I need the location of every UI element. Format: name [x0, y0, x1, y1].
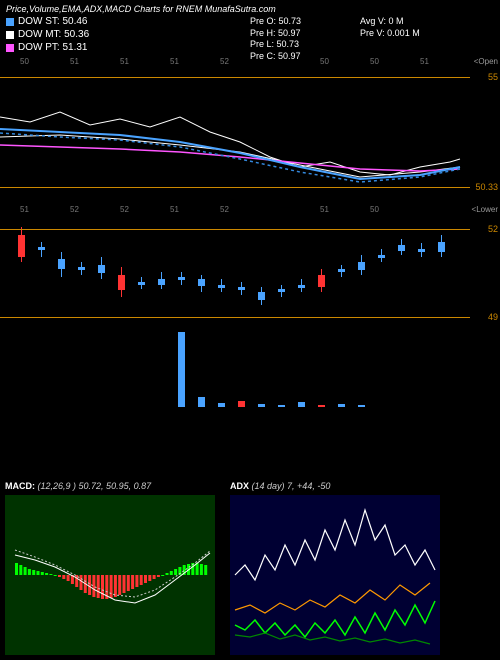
x-tick-label: 52 [70, 205, 79, 214]
x-tick-label: 50 [370, 57, 379, 66]
x-tick-label: 50 [370, 205, 379, 214]
x-tick-label: 51 [420, 57, 429, 66]
x-tick-label: 51 [70, 57, 79, 66]
stat-line: Pre H: 50.97 [250, 28, 301, 40]
stat-line: Pre L: 50.73 [250, 39, 301, 51]
x-tick-label: 50 [320, 57, 329, 66]
ref-line [0, 77, 470, 78]
x-tick-label: 51 [320, 205, 329, 214]
adx-title: ADX [230, 481, 249, 491]
x-tick-label: 52 [120, 205, 129, 214]
macd-label: MACD: (12,26,9 ) 50.72, 50.95, 0.87 [5, 481, 151, 491]
prev-stats-col1: Pre O: 50.73Pre H: 50.97Pre L: 50.73Pre … [250, 16, 301, 63]
ref-line-label: 55 [488, 72, 498, 82]
stat-line: Pre V: 0.001 M [360, 28, 420, 40]
adx-chart: ADX (14 day) 7, +44, -50 [230, 495, 440, 655]
ref-line [0, 229, 470, 230]
x-tick-label: 51 [20, 205, 29, 214]
stat-line: Pre O: 50.73 [250, 16, 301, 28]
legend-label: DOW MT: 50.36 [18, 29, 89, 40]
stat-line: Avg V: 0 M [360, 16, 420, 28]
prev-stats-col2: Avg V: 0 MPre V: 0.001 M [360, 16, 420, 39]
legend-label: DOW ST: 50.46 [18, 16, 87, 27]
ref-line-label: 52 [488, 224, 498, 234]
volume-chart [0, 327, 500, 407]
legend-label: DOW PT: 51.31 [18, 42, 87, 53]
x-tick-label: 51 [120, 57, 129, 66]
candle-chart: 51 52 52 51 52 51 50 <Lower 52 49 [0, 207, 500, 327]
stat-line: Pre C: 50.97 [250, 51, 301, 63]
open-label: <Open [474, 57, 498, 66]
ref-line-label: 50.33 [475, 182, 498, 192]
x-tick-label: 51 [170, 205, 179, 214]
x-tick-label: 52 [220, 205, 229, 214]
x-tick-label: 50 [20, 57, 29, 66]
ref-line [0, 187, 470, 188]
lower-label: <Lower [472, 205, 498, 214]
chart-title: Price,Volume,EMA,ADX,MACD Charts for RNE… [6, 4, 494, 14]
legend-swatch [6, 31, 14, 39]
x-tick-label: 51 [170, 57, 179, 66]
legend-swatch [6, 18, 14, 26]
adx-label: ADX (14 day) 7, +44, -50 [230, 481, 330, 491]
legend-swatch [6, 44, 14, 52]
macd-values: (12,26,9 ) 50.72, 50.95, 0.87 [38, 481, 152, 491]
macd-title: MACD: [5, 481, 35, 491]
ref-line [0, 317, 470, 318]
macd-chart: MACD: (12,26,9 ) 50.72, 50.95, 0.87 [5, 495, 215, 655]
x-tick-label: 52 [220, 57, 229, 66]
ma-price-chart: 5051515152505051<Open5550.33 [0, 67, 500, 197]
ref-line-label: 49 [488, 312, 498, 322]
adx-values: (14 day) 7, +44, -50 [252, 481, 331, 491]
